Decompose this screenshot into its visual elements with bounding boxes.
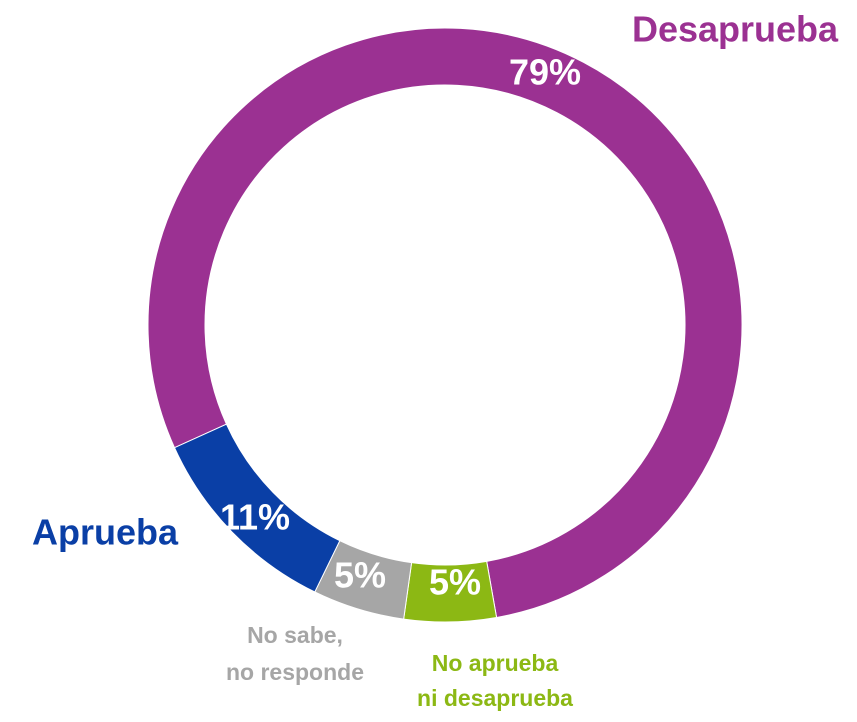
category-label: Aprueba [32, 512, 179, 553]
category-label: No aprueba ni desaprueba [417, 650, 573, 711]
value-label: 79% [509, 52, 581, 93]
value-label: 5% [429, 562, 481, 603]
donut-slice [173, 423, 341, 593]
value-label: 11% [220, 497, 290, 538]
category-label: No sabe, no responde [226, 622, 364, 685]
value-label: 5% [334, 555, 386, 596]
donut-slice [147, 27, 743, 619]
category-label: Desaprueba [632, 9, 839, 50]
